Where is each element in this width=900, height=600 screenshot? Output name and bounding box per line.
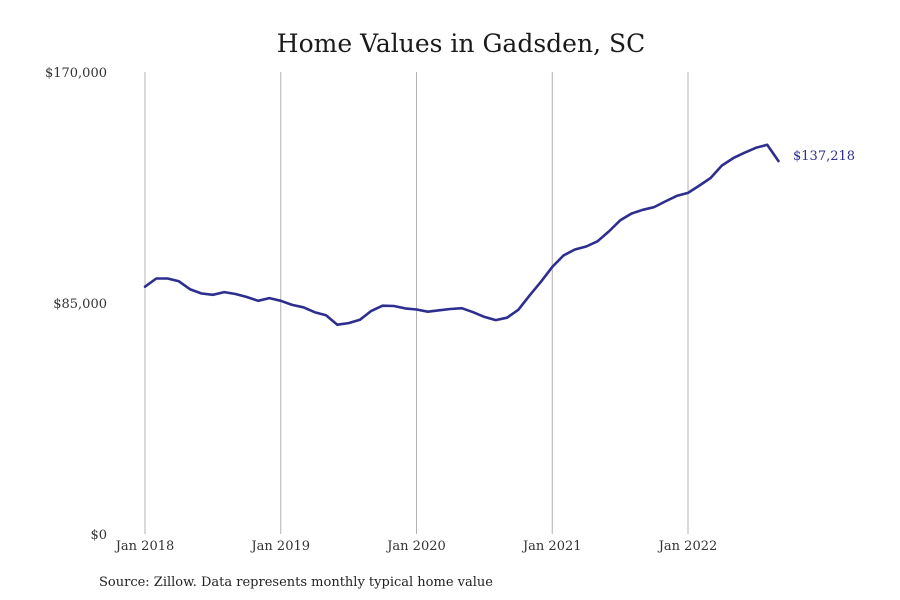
x-tick-label: Jan 2018 — [114, 539, 175, 554]
x-tick-label: Jan 2022 — [657, 539, 718, 554]
y-tick-label: $0 — [90, 528, 107, 543]
x-tick-label: Jan 2020 — [385, 539, 446, 554]
gridlines — [144, 72, 689, 534]
x-axis-ticks: Jan 2018 Jan 2019 Jan 2020 Jan 2021 Jan 2022 — [114, 539, 718, 554]
series-line — [143, 143, 780, 327]
x-tick-label: Jan 2021 — [521, 539, 582, 554]
chart-title: Home Values in Gadsden, SC — [277, 29, 645, 58]
end-value-label: $137,218 — [793, 149, 855, 164]
x-tick-label: Jan 2019 — [249, 539, 310, 554]
series-layer — [143, 143, 780, 327]
y-tick-label: $85,000 — [53, 297, 107, 312]
y-tick-label: $170,000 — [45, 66, 107, 81]
y-axis-ticks: $0 $85,000 $170,000 — [45, 66, 107, 543]
source-note: Source: Zillow. Data represents monthly … — [99, 575, 493, 590]
